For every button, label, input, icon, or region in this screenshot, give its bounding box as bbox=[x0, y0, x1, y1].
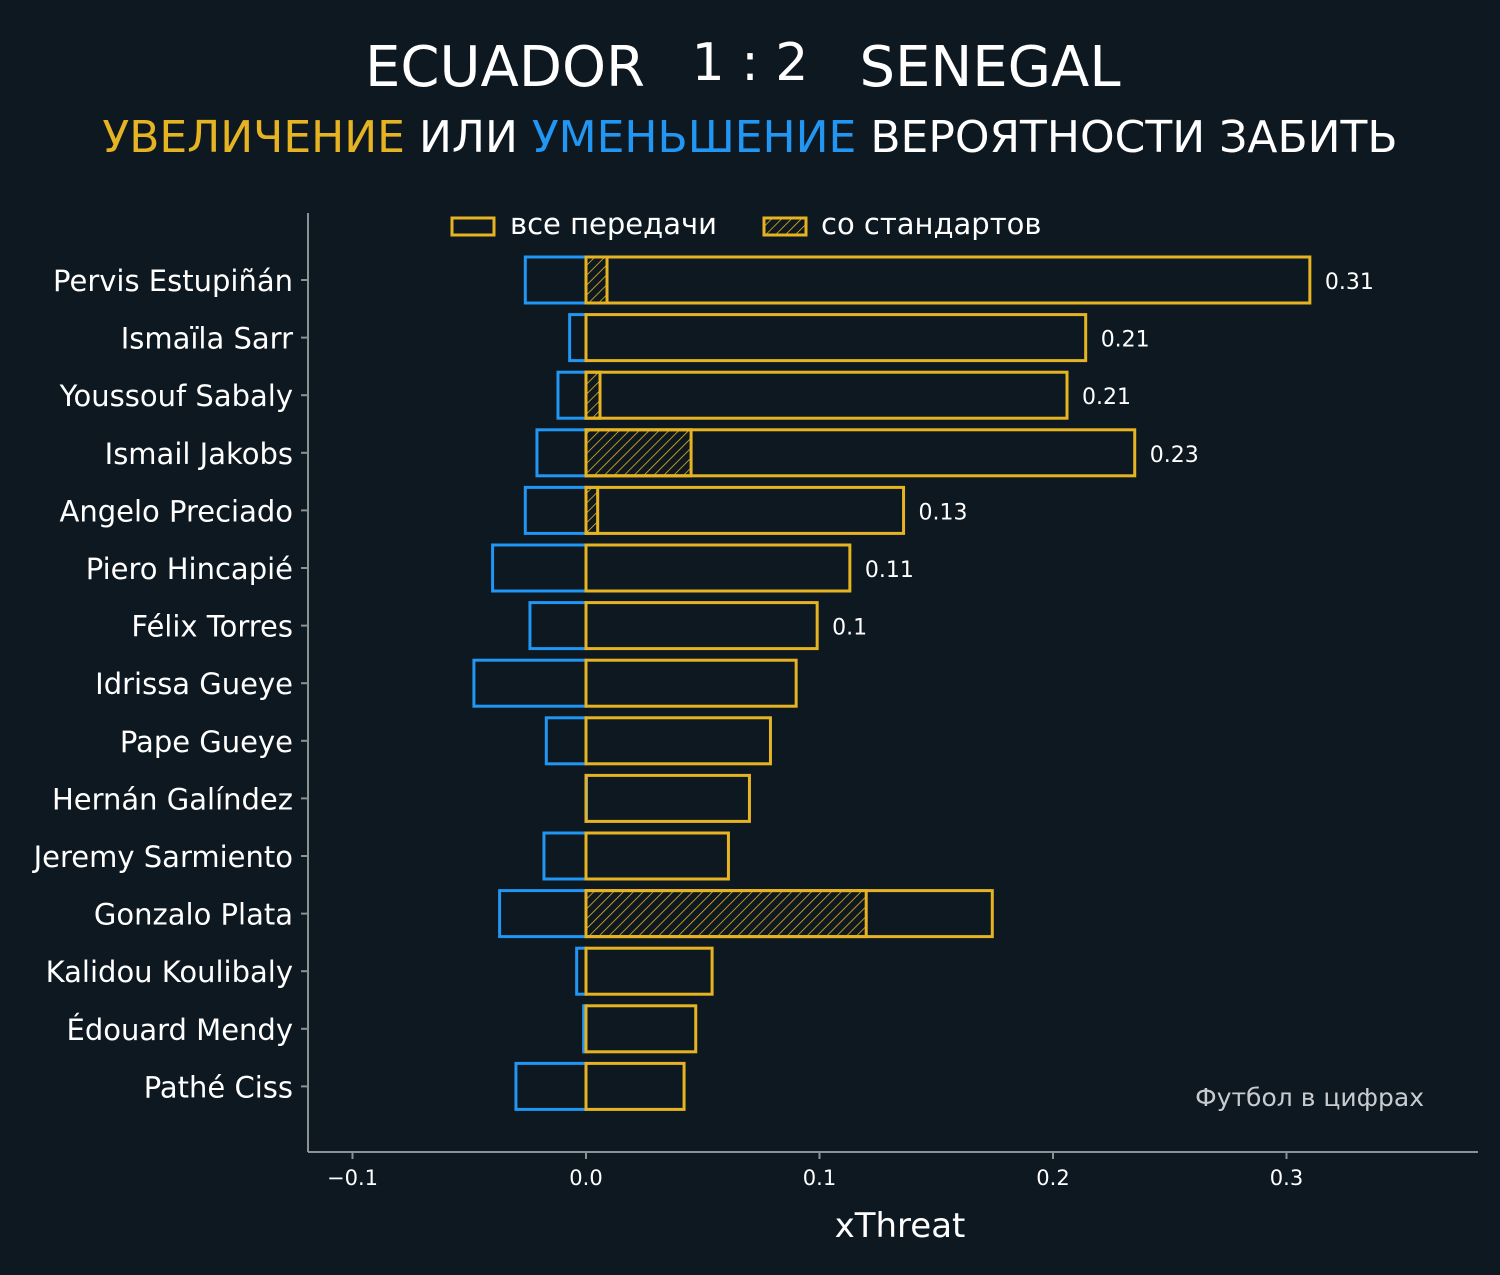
bar-negative bbox=[535, 428, 588, 478]
y-tick-label: Ismaïla Sarr bbox=[121, 322, 293, 356]
bar-all-passes bbox=[584, 831, 730, 881]
bar-set-pieces bbox=[584, 255, 609, 305]
bar-all-passes bbox=[584, 889, 994, 939]
bar-negative bbox=[556, 370, 588, 420]
y-tick-label: Youssouf Sabaly bbox=[59, 379, 293, 413]
bar-set-pieces bbox=[584, 889, 868, 939]
match-score: 1 : 2 bbox=[692, 33, 809, 93]
bar-all-passes bbox=[584, 428, 1137, 478]
bar-negative bbox=[491, 543, 588, 593]
bar-all-passes bbox=[584, 313, 1088, 363]
x-tick-label: 0.3 bbox=[1270, 1166, 1303, 1190]
x-tick-label: 0.0 bbox=[569, 1166, 602, 1190]
subtitle-decrease: УМЕНЬШЕНИЕ bbox=[532, 112, 857, 163]
legend-swatch-all-passes bbox=[450, 216, 496, 237]
y-tick-label: Idrissa Gueye bbox=[95, 667, 293, 701]
y-tick-label: Pape Gueye bbox=[120, 725, 293, 759]
bar-all-passes bbox=[584, 1004, 698, 1054]
legend-label-set-pieces: со стандартов bbox=[821, 207, 1041, 241]
bar-negative bbox=[544, 716, 588, 766]
x-ticks: −0.1 0.0 0.1 0.2 0.3 bbox=[327, 1152, 1303, 1190]
y-tick-label: Jeremy Sarmiento bbox=[32, 840, 293, 874]
subtitle: УВЕЛИЧЕНИЕ ИЛИ УМЕНЬШЕНИЕ ВЕРОЯТНОСТИ ЗА… bbox=[102, 112, 1397, 163]
subtitle-probability: ВЕРОЯТНОСТИ ЗАБИТЬ bbox=[856, 112, 1397, 163]
away-team-title: SENEGAL bbox=[859, 35, 1120, 100]
value-labels: 0.31 0.21 0.21 0.23 0.13 0.11 0.1 bbox=[832, 270, 1374, 641]
bar-negative bbox=[498, 889, 588, 939]
y-tick-label: Félix Torres bbox=[131, 610, 293, 644]
bar-all-passes bbox=[584, 773, 751, 823]
value-label: 0.21 bbox=[1101, 328, 1150, 353]
value-label: 0.31 bbox=[1325, 270, 1374, 295]
legend-swatch-set-pieces bbox=[762, 216, 808, 237]
x-tick-label: 0.2 bbox=[1036, 1166, 1069, 1190]
bar-negative bbox=[568, 313, 588, 363]
y-tick-labels: Pervis Estupiñán Ismaïla Sarr Youssouf Sab… bbox=[32, 264, 308, 1104]
bar-negative bbox=[528, 601, 588, 651]
home-team-title: ECUADOR bbox=[365, 35, 645, 100]
bar-negative bbox=[542, 831, 588, 881]
value-label: 0.21 bbox=[1082, 385, 1131, 410]
bar-all-passes bbox=[584, 658, 798, 708]
bar-set-pieces bbox=[584, 428, 693, 478]
bar-all-passes bbox=[584, 370, 1069, 420]
y-tick-label: Gonzalo Plata bbox=[94, 898, 293, 932]
bar-all-passes bbox=[584, 485, 906, 535]
bar-negative bbox=[523, 485, 588, 535]
bar-set-pieces bbox=[584, 370, 602, 420]
y-tick-label: Ismail Jakobs bbox=[105, 437, 293, 471]
subtitle-increase: УВЕЛИЧЕНИЕ bbox=[102, 112, 405, 163]
y-tick-label: Édouard Mendy bbox=[67, 1013, 293, 1047]
bar-all-passes bbox=[584, 255, 1312, 305]
y-tick-label: Hernán Galíndez bbox=[52, 782, 293, 816]
bar-negative bbox=[472, 658, 588, 708]
bar-all-passes bbox=[584, 1061, 686, 1111]
bar-all-passes bbox=[584, 601, 819, 651]
y-tick-label: Kalidou Koulibaly bbox=[46, 955, 293, 989]
y-tick-label: Pervis Estupiñán bbox=[53, 264, 293, 298]
credit-text: Футбол в цифрах bbox=[1195, 1083, 1424, 1112]
bar-all-passes bbox=[584, 543, 852, 593]
bar-negative bbox=[523, 255, 588, 305]
y-tick-label: Pathé Ciss bbox=[144, 1070, 293, 1104]
legend: все передачи со стандартов bbox=[450, 207, 1041, 241]
value-label: 0.11 bbox=[865, 558, 914, 583]
value-label: 0.23 bbox=[1150, 443, 1199, 468]
value-label: 0.13 bbox=[919, 500, 968, 525]
y-tick-label: Piero Hincapié bbox=[86, 552, 293, 586]
bar-set-pieces bbox=[584, 485, 600, 535]
y-tick-label: Angelo Preciado bbox=[59, 494, 293, 528]
bar-all-passes bbox=[584, 946, 714, 996]
x-axis-label: xThreat bbox=[835, 1206, 966, 1246]
bars-layer bbox=[472, 255, 1312, 1111]
x-tick-label: −0.1 bbox=[327, 1166, 378, 1190]
value-label: 0.1 bbox=[832, 616, 867, 641]
x-tick-label: 0.1 bbox=[803, 1166, 836, 1190]
bar-negative bbox=[514, 1061, 588, 1111]
subtitle-or: ИЛИ bbox=[405, 112, 532, 163]
bar-all-passes bbox=[584, 716, 772, 766]
legend-label-all-passes: все передачи bbox=[510, 207, 717, 241]
